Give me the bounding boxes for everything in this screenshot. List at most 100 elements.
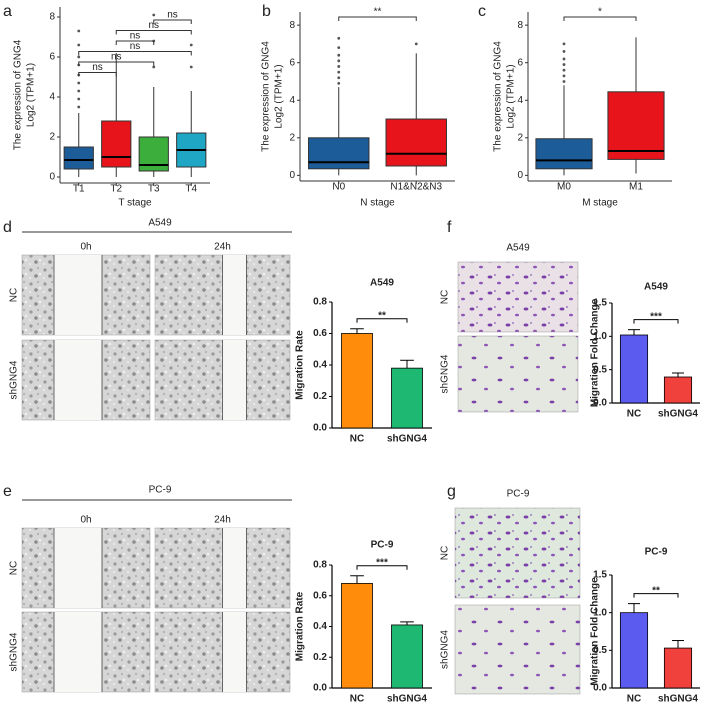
x-tick-label: M1 [629, 182, 643, 193]
x-tick-label: NC [627, 409, 641, 420]
box [101, 120, 132, 168]
chart-title: PC-9 [645, 547, 668, 558]
panel-letter: e [3, 483, 12, 500]
y-tick-label: 2 [289, 132, 295, 143]
y-tick-label: 8 [49, 12, 55, 23]
y-tick-label: 0.4 [313, 621, 327, 632]
significance-label: ** [652, 585, 660, 596]
bar [619, 612, 649, 689]
outlier [337, 76, 341, 80]
micrograph [454, 507, 581, 599]
panel-title: A549 [506, 243, 530, 254]
x-tick-label: M0 [557, 182, 571, 193]
y-tick-label: 2 [49, 132, 55, 143]
y-axis-label: The expression of GNG4 [261, 41, 272, 152]
y-tick-label: 1.5 [593, 298, 607, 309]
wound-gap [222, 528, 247, 608]
x-tick-label: NC [350, 694, 364, 705]
y-tick-label: 4 [517, 95, 523, 106]
row-label: NC [9, 288, 20, 302]
wound-gap [54, 340, 102, 420]
outlier [562, 63, 566, 66]
column-label: 0h [80, 515, 91, 526]
significance-label: ns [148, 20, 159, 31]
outlier [337, 36, 341, 40]
panel-title: A549 [148, 218, 172, 229]
outlier [414, 42, 418, 46]
outlier [337, 70, 341, 74]
panel-letter: g [447, 483, 456, 500]
panel-letter: b [262, 3, 271, 20]
significance-bracket [356, 318, 408, 323]
y-tick-label: 0.8 [313, 560, 327, 571]
wound-gap [54, 528, 102, 608]
outlier [337, 53, 341, 57]
y-axis-label: Migration Fold Change [590, 577, 601, 686]
micrograph [457, 261, 579, 333]
row-label: NC [440, 290, 451, 304]
x-tick-label: shGNG4 [387, 434, 427, 445]
y-tick-label: 0.0 [593, 683, 607, 694]
significance-label: ns [111, 52, 122, 63]
significance-label: ns [92, 62, 103, 73]
significance-label: *** [376, 557, 388, 568]
outlier [189, 65, 193, 69]
row-label: NC [440, 546, 451, 560]
significance-bracket [78, 51, 192, 56]
y-tick-label: 0 [289, 170, 295, 181]
y-tick-label: 6 [289, 57, 295, 68]
wound-gap [54, 612, 102, 692]
significance-label: ns [130, 41, 141, 52]
box [535, 138, 593, 170]
outlier [77, 105, 81, 109]
y-tick-label: 0.0 [313, 423, 327, 434]
wound-gap [54, 255, 102, 335]
outlier [337, 59, 341, 63]
bar [391, 367, 423, 429]
y-tick-label: 0.0 [313, 683, 327, 694]
row-label: shGNG4 [440, 630, 451, 669]
significance-label: ** [374, 7, 382, 18]
outlier [77, 81, 81, 85]
outlier [562, 42, 566, 46]
significance-bracket [356, 565, 408, 570]
y-tick-label: 0.6 [313, 328, 327, 339]
wound-gap [222, 612, 247, 692]
significance-bracket [338, 16, 417, 21]
x-tick-label: T4 [185, 184, 197, 195]
wound-gap [222, 255, 247, 335]
significance-label: * [598, 7, 602, 18]
y-axis-label: Log2 (TPM+1) [26, 63, 37, 127]
row-label: shGNG4 [9, 632, 20, 671]
y-tick-label: 1.5 [593, 570, 607, 581]
significance-bracket [633, 593, 679, 598]
x-tick-label: T1 [73, 184, 85, 195]
y-tick-label: 1.0 [593, 331, 607, 342]
bar [663, 376, 693, 404]
x-tick-label: NC [350, 434, 364, 445]
outlier [77, 43, 81, 47]
x-tick-label: shGNG4 [387, 694, 427, 705]
panel-title: PC-9 [507, 489, 530, 500]
y-tick-label: 0.0 [593, 398, 607, 409]
significance-label: ns [167, 10, 178, 21]
y-tick-label: 8 [517, 20, 523, 31]
y-tick-label: 4 [289, 95, 295, 106]
significance-label: *** [650, 311, 662, 322]
bar [619, 334, 649, 404]
column-label: 0h [80, 242, 91, 253]
x-tick-label: NC [627, 694, 641, 705]
significance-bracket [153, 19, 192, 24]
x-tick-label: N0 [332, 182, 345, 193]
y-axis-label: The expression of GNG4 [493, 41, 504, 152]
outlier [562, 50, 566, 53]
outlier [77, 97, 81, 101]
y-tick-label: 1.0 [593, 607, 607, 618]
outlier [562, 80, 566, 83]
y-axis-label: The expression of GNG4 [13, 39, 24, 150]
x-axis-label: N stage [360, 198, 395, 209]
outlier [562, 57, 566, 61]
outlier [337, 46, 341, 50]
